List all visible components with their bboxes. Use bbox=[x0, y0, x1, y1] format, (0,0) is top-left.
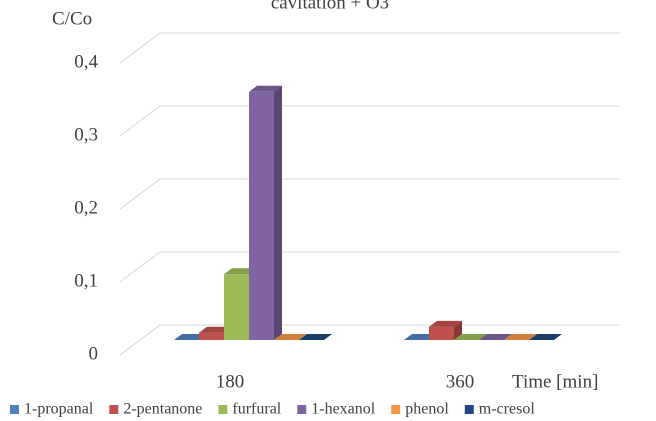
bar bbox=[174, 334, 207, 340]
bar bbox=[429, 320, 462, 340]
legend-swatch bbox=[391, 405, 401, 414]
bar bbox=[274, 334, 307, 340]
y-tick-label: 0 bbox=[89, 343, 99, 364]
bar-top bbox=[174, 334, 207, 340]
legend-swatch bbox=[10, 405, 19, 414]
bar-side bbox=[274, 85, 282, 340]
bar-top bbox=[199, 326, 232, 333]
grid-line bbox=[119, 32, 620, 64]
legend-swatch bbox=[218, 405, 228, 414]
x-axis-label: Time [min] bbox=[512, 371, 598, 392]
legend-label: m-cresol bbox=[479, 401, 536, 418]
bar-side bbox=[454, 320, 462, 340]
grid-line bbox=[119, 324, 620, 356]
x-tick-label: 360 bbox=[446, 371, 475, 392]
legend-swatch bbox=[109, 405, 119, 414]
y-tick-label: 0,2 bbox=[74, 197, 98, 218]
bar-top bbox=[429, 320, 462, 327]
bar-top bbox=[454, 334, 487, 340]
bar-top bbox=[299, 334, 332, 340]
y-tick-label: 0,1 bbox=[74, 270, 98, 291]
grid-line bbox=[119, 251, 620, 283]
bar-top bbox=[504, 334, 537, 340]
chart-title: cavitation + O3 bbox=[271, 0, 389, 13]
legend-label: 2-pentanone bbox=[123, 401, 202, 418]
bar bbox=[404, 334, 437, 340]
legend-label: furfural bbox=[232, 401, 281, 418]
legend-swatch bbox=[297, 405, 307, 414]
bar bbox=[479, 334, 512, 340]
x-tick-label: 180 bbox=[216, 371, 245, 392]
bar-front bbox=[249, 91, 274, 340]
bar-top bbox=[249, 85, 282, 92]
bar-top bbox=[479, 334, 512, 340]
bar-top bbox=[529, 334, 562, 340]
bar bbox=[454, 334, 487, 340]
bar-top bbox=[274, 334, 307, 340]
grid-line bbox=[119, 105, 620, 137]
bar-front bbox=[224, 274, 249, 340]
legend-label: 1-propanal bbox=[24, 401, 94, 418]
legend-label: phenol bbox=[405, 401, 449, 418]
legend-swatch bbox=[464, 405, 474, 414]
y-tick-label: 0,4 bbox=[74, 51, 98, 72]
bar-front bbox=[429, 326, 454, 340]
bar-top bbox=[224, 268, 257, 275]
bar bbox=[249, 85, 282, 340]
bar bbox=[504, 334, 537, 340]
bar bbox=[299, 334, 332, 340]
y-tick-label: 0,3 bbox=[74, 124, 98, 145]
bar-front bbox=[199, 332, 224, 340]
legend-label: 1-hexanol bbox=[311, 401, 376, 418]
bar bbox=[529, 334, 562, 340]
bar-top bbox=[404, 334, 437, 340]
y-axis-label: C/Co bbox=[52, 8, 92, 29]
grid-line bbox=[119, 178, 620, 210]
